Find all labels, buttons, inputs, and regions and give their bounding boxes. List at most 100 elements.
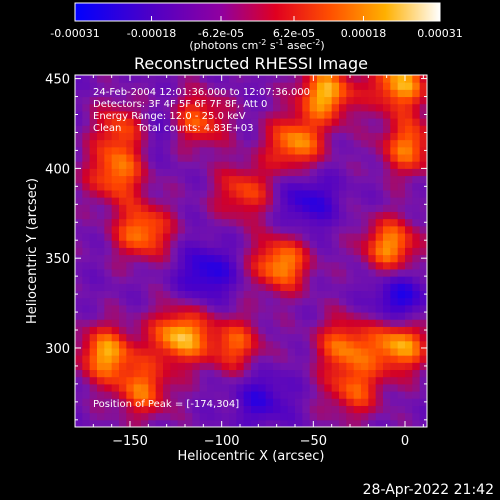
heatmap-cell <box>375 312 384 320</box>
heatmap-cell <box>97 362 105 371</box>
heatmap-cell <box>273 132 281 141</box>
heatmap-cell <box>111 261 120 270</box>
heatmap-cell <box>119 233 127 241</box>
heatmap-cell <box>177 75 186 83</box>
heatmap-cell <box>265 369 274 378</box>
heatmap-cell <box>214 297 223 306</box>
heatmap-cell <box>317 398 325 406</box>
heatmap-cell <box>214 391 223 399</box>
heatmap-cell <box>141 268 149 277</box>
heatmap-cell <box>375 383 384 392</box>
heatmap-cell <box>361 326 369 335</box>
heatmap-cell <box>236 355 245 363</box>
heatmap-cell <box>346 290 355 299</box>
heatmap-cell <box>280 419 289 427</box>
heatmap-cell <box>295 247 303 256</box>
heatmap-cell <box>170 290 179 299</box>
heatmap-cell <box>273 247 281 256</box>
heatmap-cell <box>339 89 347 98</box>
heatmap-cell <box>155 175 164 184</box>
heatmap-cell <box>133 204 142 212</box>
heatmap-cell <box>126 319 135 327</box>
heatmap-cell <box>243 132 252 141</box>
heatmap-cell <box>141 211 149 220</box>
heatmap-cell <box>185 369 193 378</box>
heatmap-cell <box>185 146 193 155</box>
heatmap-cell <box>104 82 113 90</box>
heatmap-cell <box>339 347 347 356</box>
heatmap-cell <box>111 312 120 320</box>
heatmap-cell <box>339 304 347 313</box>
heatmap-cell <box>258 110 267 119</box>
heatmap-cell <box>82 391 91 399</box>
heatmap-cell <box>236 362 245 371</box>
heatmap-cell <box>82 376 91 385</box>
heatmap-cell <box>324 290 333 299</box>
heatmap-cell <box>405 362 413 371</box>
heatmap-cell <box>309 125 318 133</box>
heatmap-cell <box>390 319 399 327</box>
heatmap-cell <box>141 96 149 105</box>
heatmap-cell <box>309 376 318 385</box>
heatmap-cell <box>199 376 208 385</box>
heatmap-cell <box>207 197 215 205</box>
heatmap-cell <box>397 132 406 141</box>
heatmap-cell <box>383 376 391 385</box>
heatmap-cell <box>397 118 406 126</box>
heatmap-cell <box>309 110 318 119</box>
heatmap-cell <box>141 290 149 299</box>
heatmap-cell <box>221 383 230 392</box>
heatmap-cell <box>412 139 421 148</box>
heatmap-cell <box>126 254 135 263</box>
heatmap-cell <box>287 204 296 212</box>
heatmap-cell <box>243 312 252 320</box>
heatmap-cell <box>133 369 142 378</box>
heatmap-cell <box>273 347 281 356</box>
heatmap-cell <box>155 340 164 349</box>
heatmap-cell <box>177 125 186 133</box>
heatmap-cell <box>375 319 384 327</box>
heatmap-cell <box>221 89 230 98</box>
heatmap-cell <box>309 326 318 335</box>
heatmap-cell <box>265 355 274 363</box>
heatmap-cell <box>383 139 391 148</box>
heatmap-cell <box>346 412 355 421</box>
heatmap-cell <box>405 347 413 356</box>
heatmap-cell <box>273 168 281 177</box>
heatmap-cell <box>148 89 157 98</box>
heatmap-cell <box>331 197 340 205</box>
heatmap-cell <box>339 383 347 392</box>
heatmap-cell <box>185 225 193 234</box>
heatmap-cell <box>243 125 252 133</box>
heatmap-cell <box>309 197 318 205</box>
heatmap-cell <box>251 297 259 306</box>
heatmap-cell <box>302 103 311 112</box>
heatmap-cell <box>405 340 413 349</box>
heatmap-cell <box>243 211 252 220</box>
heatmap-cell <box>302 268 311 277</box>
heatmap-cell <box>141 347 149 356</box>
heatmap-cell <box>82 297 91 306</box>
heatmap-cell <box>207 319 215 327</box>
heatmap-cell <box>390 189 399 198</box>
heatmap-cell <box>361 312 369 320</box>
heatmap-cell <box>324 419 333 427</box>
heatmap-cell <box>155 182 164 191</box>
heatmap-cell <box>126 398 135 406</box>
heatmap-cell <box>75 182 83 191</box>
heatmap-cell <box>287 154 296 162</box>
heatmap-cell <box>141 218 149 227</box>
heatmap-cell <box>89 297 98 306</box>
heatmap-cell <box>419 247 427 256</box>
heatmap-cell <box>229 132 237 141</box>
heatmap-cell <box>170 89 179 98</box>
heatmap-cell <box>221 276 230 284</box>
heatmap-cell <box>75 132 83 141</box>
heatmap-cell <box>309 369 318 378</box>
heatmap-cell <box>324 383 333 392</box>
heatmap-cell <box>273 96 281 105</box>
heatmap-cell <box>163 312 171 320</box>
heatmap-cell <box>287 276 296 284</box>
heatmap-cell <box>361 211 369 220</box>
heatmap-cell <box>155 304 164 313</box>
